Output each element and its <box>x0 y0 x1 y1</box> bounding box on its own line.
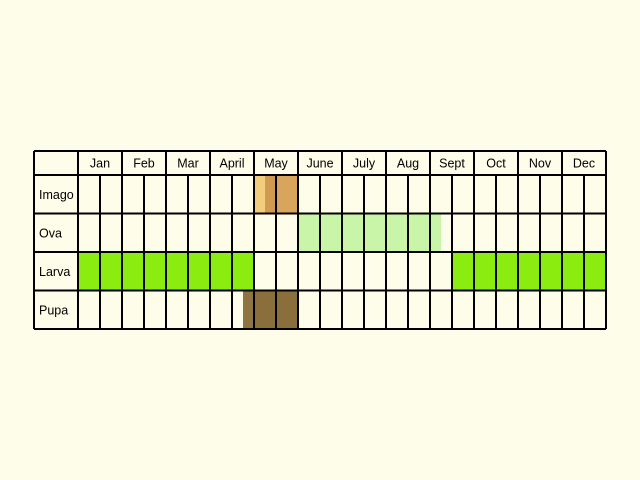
month-label-july: July <box>353 157 376 171</box>
month-label-aug: Aug <box>397 157 419 171</box>
month-label-sept: Sept <box>439 157 465 171</box>
month-label-feb: Feb <box>133 157 155 171</box>
month-label-may: May <box>264 157 288 171</box>
stage-span-imago-1 <box>265 175 276 214</box>
stage-span-pupa-0 <box>243 290 254 329</box>
month-label-mar: Mar <box>177 157 199 171</box>
month-label-jan: Jan <box>90 157 110 171</box>
stage-label-imago: Imago <box>39 188 74 202</box>
month-label-oct: Oct <box>486 157 506 171</box>
stage-label-ova: Ova <box>39 226 62 240</box>
stage-label-larva: Larva <box>39 265 70 279</box>
stage-span-larva-1 <box>452 252 606 291</box>
stage-span-ova-0 <box>298 213 441 252</box>
month-label-nov: Nov <box>529 157 552 171</box>
month-label-dec: Dec <box>573 157 595 171</box>
stage-label-pupa: Pupa <box>39 303 68 317</box>
stage-span-imago-0 <box>254 175 265 214</box>
stage-span-imago-2 <box>276 175 298 214</box>
month-label-june: June <box>306 157 333 171</box>
month-label-april: April <box>219 157 244 171</box>
